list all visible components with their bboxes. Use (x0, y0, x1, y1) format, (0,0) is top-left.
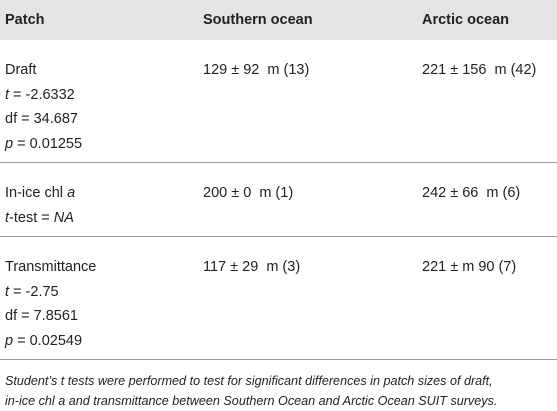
cell-line: p = 0.02549 (5, 329, 198, 354)
cell-line: t-test = NA (5, 206, 198, 231)
footnote: Student’s t tests were performed to test… (0, 360, 557, 411)
cell-line: 242 ± 66 m (6) (422, 181, 557, 206)
text-segment: Transmittance (5, 259, 97, 275)
cell-line: p = 0.01255 (5, 132, 198, 157)
text-segment: 117 ± 29 m (3) (203, 259, 301, 275)
cell-line: 221 ± m 90 (7) (422, 255, 557, 280)
cell-line: Transmittance (5, 255, 198, 280)
italic-segment: a (67, 185, 76, 201)
cell-line: Draft (5, 58, 198, 83)
table-cell: 200 ± 0 m (1) (198, 162, 417, 237)
footnote-line: in-ice chl a and transmittance between S… (5, 394, 498, 408)
table-cell: 129 ± 92 m (13) (198, 40, 417, 163)
text-segment: In-ice chl (5, 185, 68, 201)
text-segment: df = 34.687 (5, 111, 78, 127)
header-cell: Patch (0, 0, 198, 40)
italic-segment: t (5, 209, 10, 226)
text-segment: -test = (9, 209, 54, 226)
table-cell: Transmittance t = -2.75 df = 7.8561 p = 0.0… (0, 236, 198, 360)
text-segment: = 0.01255 (13, 135, 83, 152)
table-row: In-ice chl a t-test = NA 200 ± 0 m (1) 242 … (0, 162, 557, 237)
header-cell: Arctic ocean (417, 0, 557, 40)
cell-line: In-ice chl a (5, 181, 198, 206)
table-body: Draft t = -2.6332 df = 34.687 p = 0.01255 12… (0, 40, 557, 360)
table-cell: 221 ± 156 m (42) (417, 40, 557, 163)
text-segment: 200 ± 0 m (1) (203, 185, 294, 201)
italic-segment: p (5, 135, 14, 152)
header-row: Patch Southern ocean Arctic ocean (0, 0, 557, 40)
text-segment: df = 7.8561 (5, 308, 78, 324)
data-table: Patch Southern ocean Arctic ocean Draft t =… (0, 0, 557, 360)
italic-segment: p (5, 332, 14, 349)
text-segment: = -2.75 (9, 283, 59, 300)
footnote-line: Student’s t tests were performed to test… (5, 374, 493, 388)
table-cell: 117 ± 29 m (3) (198, 236, 417, 360)
table-cell: In-ice chl a t-test = NA (0, 162, 198, 237)
cell-line: 200 ± 0 m (1) (203, 181, 417, 206)
cell-line: df = 7.8561 (5, 304, 198, 329)
italic-segment: NA (53, 209, 74, 226)
cell-line: df = 34.687 (5, 107, 198, 132)
cell-line: t = -2.75 (5, 280, 198, 305)
cell-line: 117 ± 29 m (3) (203, 255, 417, 280)
table-row: Draft t = -2.6332 df = 34.687 p = 0.01255 12… (0, 40, 557, 163)
italic-segment: t (5, 86, 10, 103)
text-segment: 221 ± 156 m (42) (422, 62, 537, 78)
text-segment: 221 ± m 90 (7) (422, 259, 517, 275)
text-segment: 129 ± 92 m (13) (203, 62, 310, 78)
table-cell: 221 ± m 90 (7) (417, 236, 557, 360)
text-segment: Draft (5, 62, 37, 78)
header-cell: Southern ocean (198, 0, 417, 40)
table-row: Transmittance t = -2.75 df = 7.8561 p = 0.0… (0, 236, 557, 360)
cell-line: 129 ± 92 m (13) (203, 58, 417, 83)
text-segment: = 0.02549 (13, 332, 83, 349)
italic-segment: t (5, 283, 10, 300)
cell-line: t = -2.6332 (5, 83, 198, 108)
text-segment: = -2.6332 (9, 86, 75, 103)
cell-line: 221 ± 156 m (42) (422, 58, 557, 83)
text-segment: 242 ± 66 m (6) (422, 185, 521, 201)
table-cell: 242 ± 66 m (6) (417, 162, 557, 237)
table-cell: Draft t = -2.6332 df = 34.687 p = 0.01255 (0, 40, 198, 163)
